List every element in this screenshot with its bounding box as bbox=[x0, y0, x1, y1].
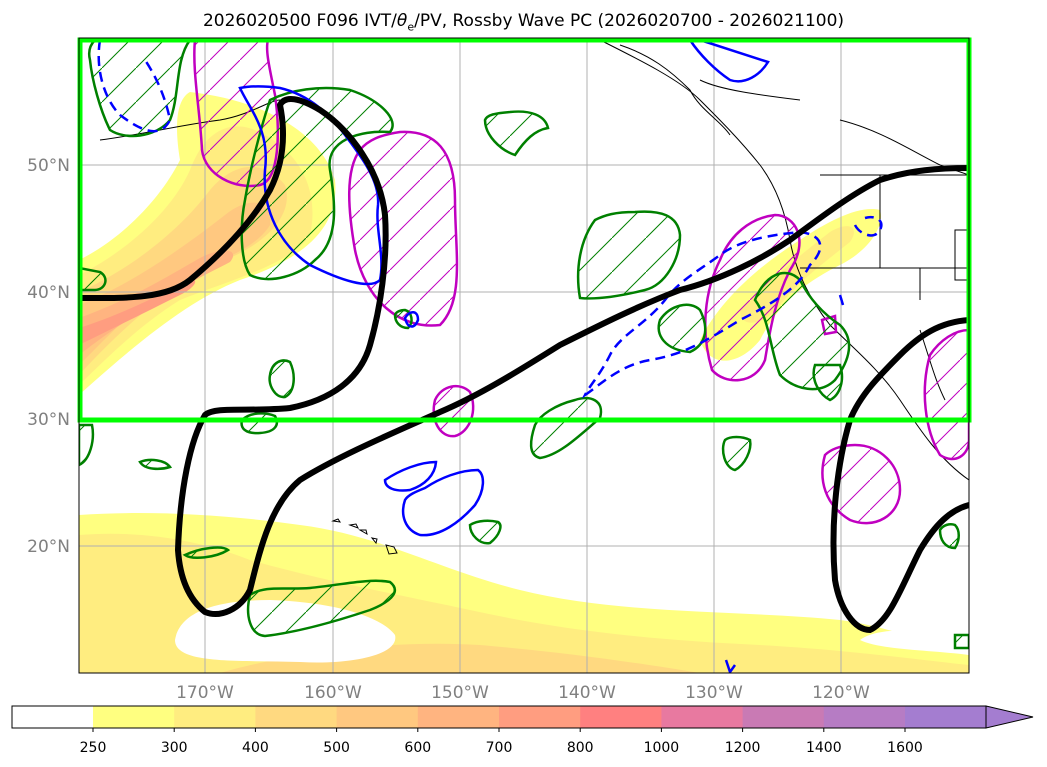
latitude-labels: 50°N 40°N 30°N 20°N bbox=[27, 156, 70, 557]
colorbar-tick-label: 800 bbox=[567, 740, 594, 756]
lon-label-130w: 130°W bbox=[685, 683, 743, 703]
colorbar-below-range bbox=[12, 706, 93, 728]
colorbar-ticks: 250 300 400 500 600 700 800 1000 1200 1400 1600 bbox=[80, 728, 923, 756]
pv-region-coast-2 bbox=[753, 271, 851, 391]
lat-label-50: 50°N bbox=[27, 156, 70, 176]
pv-region-central bbox=[576, 210, 682, 300]
ivt-shade-nw-700 bbox=[79, 279, 196, 345]
colorbar-swatch bbox=[417, 706, 500, 728]
pv-region-small-8 bbox=[138, 458, 173, 471]
neg-pv-solid-7 bbox=[838, 294, 845, 306]
neg-pv-solid-1 bbox=[238, 85, 383, 286]
colorbar-tick-label: 1600 bbox=[887, 740, 923, 756]
colorbar-swatch bbox=[823, 706, 906, 728]
colorbar-tick-label: 700 bbox=[486, 740, 513, 756]
blue-contours bbox=[238, 38, 845, 673]
lat-label-30: 30°N bbox=[27, 410, 70, 430]
pv-region-east bbox=[953, 633, 969, 650]
colorbar-tick-label: 600 bbox=[404, 740, 431, 756]
pv-region-small-7 bbox=[938, 522, 960, 550]
pv-region-south bbox=[246, 579, 396, 638]
colorbar-tick-label: 400 bbox=[242, 740, 269, 756]
colorbar-swatch bbox=[93, 706, 175, 728]
rossby-wave-contours bbox=[79, 96, 969, 634]
lon-label-160w: 160°W bbox=[304, 683, 362, 703]
colorbar-swatch bbox=[174, 706, 256, 728]
colorbar-tick-label: 250 bbox=[80, 740, 107, 756]
colorbar-swatch bbox=[905, 706, 987, 728]
title-theta-sub: e bbox=[407, 20, 415, 34]
colorbar-swatch bbox=[336, 706, 419, 728]
pv-region-coast-3 bbox=[812, 363, 844, 402]
neg-pv-solid-6 bbox=[724, 659, 737, 673]
colorbar-tick-label: 1200 bbox=[725, 740, 761, 756]
neg-pv-solid-3 bbox=[383, 460, 438, 492]
pv-region-coast bbox=[657, 303, 707, 354]
lat-label-20: 20°N bbox=[27, 537, 70, 557]
map-frame bbox=[78, 37, 970, 674]
pv-region-small-5 bbox=[468, 519, 502, 545]
pv-region-west-edge bbox=[79, 266, 107, 292]
neg-pv-solid-4 bbox=[401, 468, 485, 537]
colorbar-tick-label: 1400 bbox=[806, 740, 842, 756]
colorbar-swatches bbox=[93, 706, 987, 728]
neg-pv-solid-5 bbox=[403, 311, 420, 328]
colorbar: 250 300 400 500 600 700 800 1000 1200 1400 1600 bbox=[11, 705, 1034, 756]
rossby-wave-east bbox=[830, 317, 969, 634]
lon-label-150w: 150°W bbox=[431, 683, 489, 703]
neg-pv-dashed-3 bbox=[853, 215, 883, 237]
pv-region-small-1 bbox=[268, 359, 295, 399]
colorbar-swatch bbox=[580, 706, 662, 728]
pv-region-small-6 bbox=[721, 435, 752, 472]
title-suffix: /PV, Rossby Wave PC (2026020700 - 202602… bbox=[414, 11, 845, 31]
colorbar-tick-label: 1000 bbox=[644, 740, 680, 756]
colorbar-swatch bbox=[499, 706, 581, 728]
lat-label-40: 40°N bbox=[27, 283, 70, 303]
ivt-gap-south-east bbox=[860, 630, 969, 655]
longitude-labels: 170°W 160°W 150°W 140°W 130°W 120°W bbox=[176, 683, 870, 703]
green-hatched-regions bbox=[79, 38, 969, 650]
theta-e-region-east bbox=[923, 328, 969, 461]
chart-title: 2026020500 F096 IVT/θe/PV, Rossby Wave P… bbox=[0, 11, 1047, 33]
rossby-wave-main bbox=[79, 96, 969, 617]
colorbar-swatch bbox=[255, 706, 338, 728]
title-prefix: 2026020500 F096 IVT/ bbox=[202, 11, 397, 31]
pv-region-small-3 bbox=[240, 412, 279, 435]
pv-region-small-4 bbox=[182, 546, 231, 559]
colorbar-tick-label: 500 bbox=[323, 740, 350, 756]
pv-region-nw-1 bbox=[87, 38, 193, 138]
colorbar-extend-arrow bbox=[985, 705, 1034, 729]
lon-label-120w: 120°W bbox=[812, 683, 870, 703]
hawaii-islands bbox=[331, 518, 398, 555]
neg-pv-solid-2 bbox=[687, 38, 770, 83]
pv-region-north bbox=[483, 110, 550, 157]
lon-label-140w: 140°W bbox=[558, 683, 616, 703]
neg-pv-dashed-1 bbox=[97, 39, 172, 133]
colorbar-swatch bbox=[661, 706, 744, 728]
title-theta: θ bbox=[396, 11, 408, 31]
colorbar-tick-label: 300 bbox=[161, 740, 188, 756]
ivt-shade-nw-500 bbox=[79, 202, 271, 365]
lon-label-170w: 170°W bbox=[176, 683, 234, 703]
colorbar-swatch bbox=[742, 706, 825, 728]
